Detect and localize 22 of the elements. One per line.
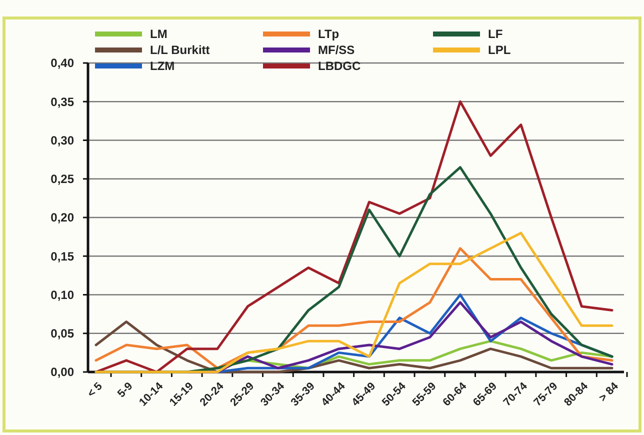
- y-tick-label: 0,05: [50, 326, 74, 341]
- y-tick-label: 0,10: [50, 288, 74, 302]
- legend-label: LBDGC: [318, 59, 361, 74]
- legend-label: L/L Burkitt: [150, 43, 210, 58]
- y-tick-label: 0,40: [50, 56, 74, 70]
- line-series: [94, 100, 614, 374]
- y-tick-label: 0,35: [50, 94, 74, 109]
- legend-label: LF: [488, 27, 503, 42]
- y-tick-label: 0,15: [50, 249, 74, 264]
- legend-label: MF/SS: [318, 43, 355, 58]
- legend-label: LZM: [150, 59, 175, 74]
- x-tick-label: > 84: [597, 380, 622, 404]
- x-tick-label: 5-9: [115, 380, 136, 400]
- legend-label: LM: [150, 27, 168, 42]
- line-series: [94, 320, 614, 374]
- legend-label: LTp: [318, 27, 340, 42]
- y-tick-label: 0,30: [50, 133, 74, 148]
- legend-label: LPL: [488, 43, 511, 58]
- y-tick-label: 0,00: [50, 365, 74, 380]
- y-tick-label: 0,20: [50, 210, 74, 225]
- x-tick-label: < 5: [85, 380, 105, 400]
- y-tick-label: 0,25: [50, 172, 74, 186]
